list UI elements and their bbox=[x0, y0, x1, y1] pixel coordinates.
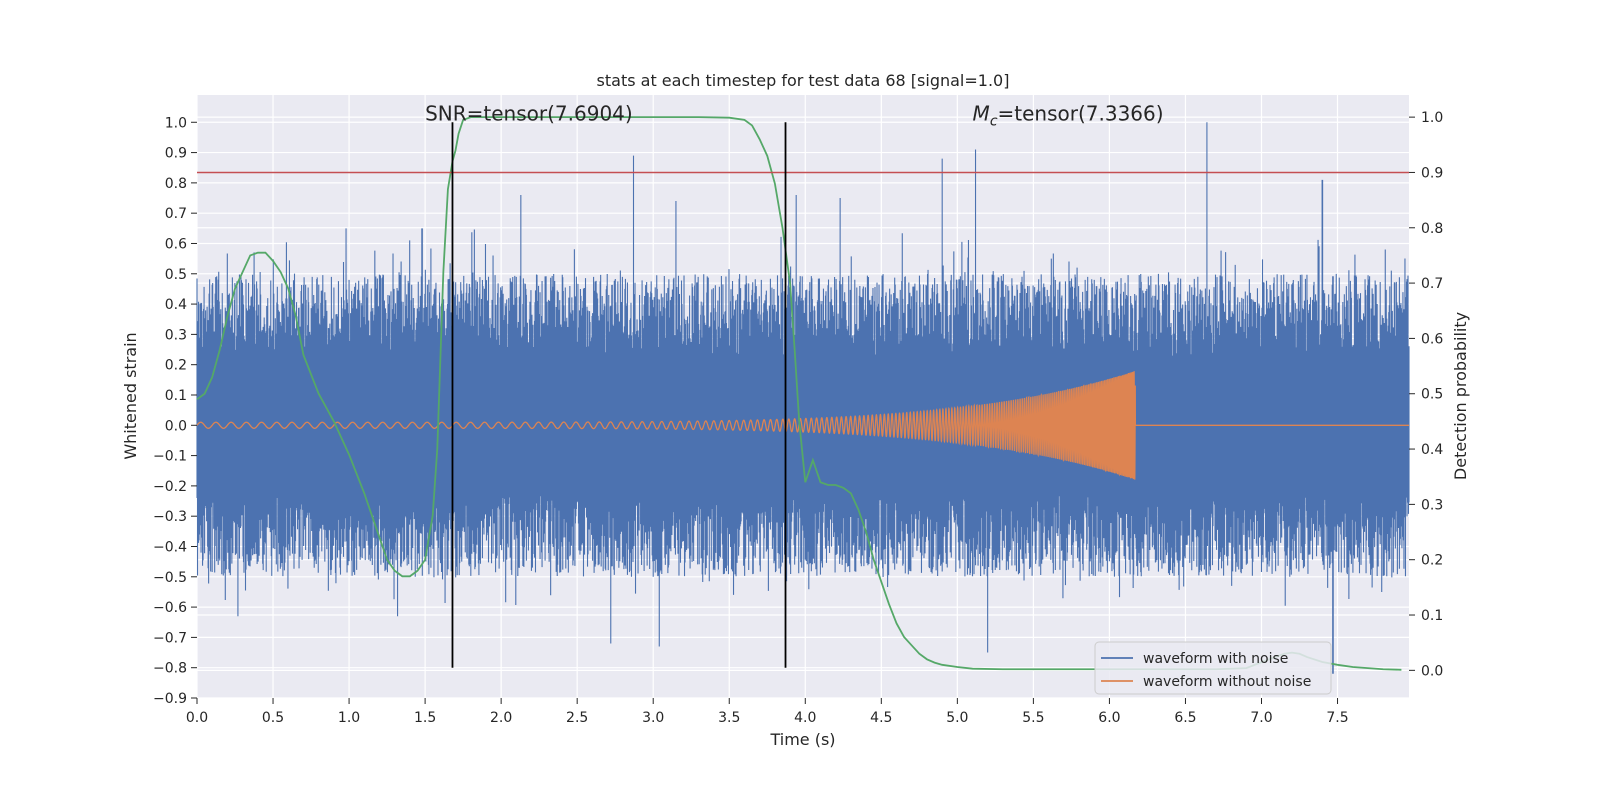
x-tick-label: 1.5 bbox=[414, 710, 436, 726]
x-tick-label: 7.0 bbox=[1250, 710, 1272, 726]
legend-entry: waveform with noise bbox=[1143, 651, 1288, 667]
y2-tick-label: 0.3 bbox=[1421, 497, 1443, 513]
x-tick-label: 0.5 bbox=[262, 710, 284, 726]
y-tick-label: 0.3 bbox=[165, 327, 187, 343]
axes: 0.0 0.5 1.0 1.5 2.0 2.5 3.0 3.5 4.0 4.5 5.0 5.5 6.0 6… bbox=[153, 110, 1443, 726]
y-axis-label: Whitened strain bbox=[121, 332, 140, 459]
y2-tick-label: 0.2 bbox=[1421, 553, 1443, 569]
series-waveform-without-noise bbox=[196, 371, 1409, 480]
annotation: SNR=tensor(7.6904) bbox=[425, 101, 633, 125]
y-tick-label: −0.1 bbox=[153, 449, 187, 465]
y-tick-label: −0.8 bbox=[153, 661, 187, 677]
x-tick-label: 7.5 bbox=[1326, 710, 1348, 726]
y-tick-label: −0.3 bbox=[153, 509, 187, 525]
y-tick-label: −0.2 bbox=[153, 479, 187, 495]
x-tick-label: 2.0 bbox=[490, 710, 512, 726]
x-tick-label: 4.0 bbox=[794, 710, 816, 726]
y2-tick-label: 1.0 bbox=[1421, 110, 1443, 126]
x-axis-label: Time (s) bbox=[769, 730, 835, 749]
y-tick-label: 0.1 bbox=[165, 388, 187, 404]
x-tick-label: 5.5 bbox=[1022, 710, 1044, 726]
y-tick-label: −0.4 bbox=[153, 539, 187, 555]
y2-tick-label: 0.8 bbox=[1421, 221, 1443, 237]
y2-tick-label: 0.5 bbox=[1421, 387, 1443, 403]
y-tick-label: 0.6 bbox=[165, 236, 187, 252]
x-tick-label: 3.5 bbox=[718, 710, 740, 726]
legend-entry: waveform without noise bbox=[1143, 674, 1311, 690]
x-tick-label: 5.0 bbox=[946, 710, 968, 726]
y-tick-label: 0.0 bbox=[165, 418, 187, 434]
x-tick-label: 2.5 bbox=[566, 710, 588, 726]
x-tick-label: 6.0 bbox=[1098, 710, 1120, 726]
x-tick-label: 4.5 bbox=[870, 710, 892, 726]
x-tick-label: 0.0 bbox=[186, 710, 208, 726]
y-tick-label: 0.9 bbox=[165, 146, 187, 162]
legend-box bbox=[1094, 641, 1332, 695]
y-tick-label: 1.0 bbox=[165, 115, 187, 131]
y2-tick-label: 0.4 bbox=[1421, 442, 1443, 458]
annotations: SNR=tensor(7.6904) Mc=tensor(7.3366) bbox=[425, 101, 1163, 129]
y-tick-label: 0.2 bbox=[165, 358, 187, 374]
y-tick-label: 0.8 bbox=[165, 176, 187, 192]
y-tick-label: −0.5 bbox=[153, 570, 187, 586]
y2-tick-label: 0.0 bbox=[1421, 663, 1443, 679]
y-tick-label: −0.9 bbox=[153, 691, 187, 707]
y2-tick-label: 0.7 bbox=[1421, 276, 1443, 292]
y-tick-label: 0.7 bbox=[165, 206, 187, 222]
y-tick-label: −0.7 bbox=[153, 630, 187, 646]
y-tick-label: −0.6 bbox=[153, 600, 187, 616]
y2-tick-label: 0.9 bbox=[1421, 165, 1443, 181]
x-tick-label: 6.5 bbox=[1174, 710, 1196, 726]
annotation: Mc=tensor(7.3366) bbox=[973, 101, 1164, 129]
y2-tick-label: 0.1 bbox=[1421, 608, 1443, 624]
y-tick-label: 0.4 bbox=[165, 297, 187, 313]
y2-axis-label: Detection probability bbox=[1451, 312, 1470, 480]
x-tick-label: 1.0 bbox=[338, 710, 360, 726]
chart-title: stats at each timestep for test data 68 … bbox=[597, 71, 1010, 90]
x-tick-label: 3.0 bbox=[642, 710, 664, 726]
y2-tick-label: 0.6 bbox=[1421, 331, 1443, 347]
y-tick-label: 0.5 bbox=[165, 267, 187, 283]
legend: waveform with noise waveform without nois… bbox=[1094, 641, 1332, 695]
